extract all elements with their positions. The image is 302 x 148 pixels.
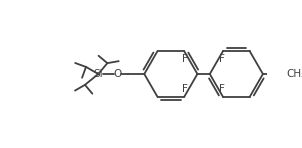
Text: O: O [114, 69, 122, 79]
Text: F: F [219, 54, 225, 63]
Text: CH₃: CH₃ [286, 69, 302, 79]
Text: F: F [219, 85, 225, 94]
Text: Si: Si [93, 69, 103, 79]
Text: F: F [182, 85, 188, 94]
Text: F: F [182, 54, 188, 63]
